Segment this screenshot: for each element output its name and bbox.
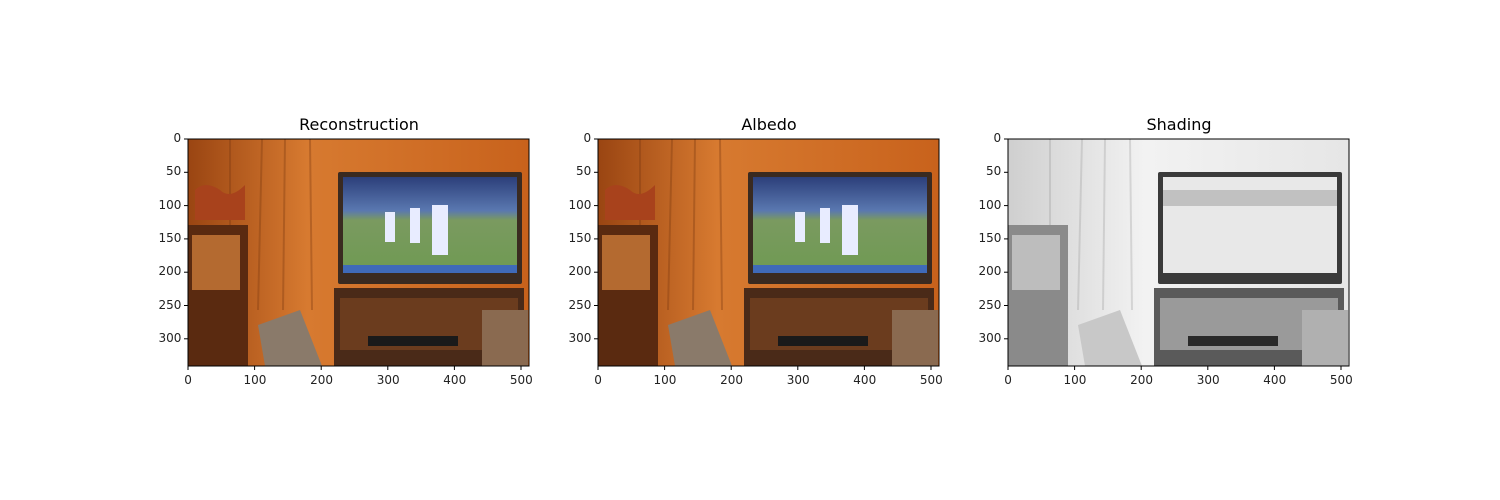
y-tick-label: 100 bbox=[568, 197, 592, 212]
y-tick-label: 200 bbox=[568, 264, 592, 279]
x-tick-label: 100 bbox=[243, 373, 267, 387]
y-tick-label: 300 bbox=[158, 330, 182, 345]
x-tick-label: 200 bbox=[1130, 373, 1153, 387]
albedo-image bbox=[598, 138, 939, 366]
y-tick-label: 0 bbox=[993, 131, 1002, 145]
y-tick-label: 200 bbox=[158, 264, 182, 279]
x-tick-label: 0 bbox=[184, 373, 192, 387]
x-tick-label: 200 bbox=[310, 373, 333, 387]
y-tick-label: 200 bbox=[978, 264, 1002, 279]
y-tick-label: 300 bbox=[978, 330, 1002, 345]
panel-title-albedo: Albedo bbox=[741, 115, 797, 134]
y-tick-label: 300 bbox=[568, 330, 592, 345]
y-tick-label: 150 bbox=[978, 230, 1002, 245]
y-tick-label: 50 bbox=[986, 164, 1002, 179]
x-tick-label: 500 bbox=[509, 373, 533, 387]
y-tick-label: 0 bbox=[583, 131, 592, 145]
x-tick-label: 0 bbox=[1004, 373, 1012, 387]
x-tick-label: 100 bbox=[1063, 373, 1087, 387]
x-tick-label: 300 bbox=[376, 373, 400, 387]
x-tick-label: 200 bbox=[720, 373, 743, 387]
y-tick-label: 250 bbox=[978, 297, 1002, 312]
axes-frames bbox=[187, 138, 1350, 367]
x-tick-label: 500 bbox=[1329, 373, 1353, 387]
panel-title-reconstruction: Reconstruction bbox=[299, 115, 419, 134]
reconstruction-image bbox=[188, 138, 529, 366]
shading-image bbox=[1008, 138, 1349, 366]
panel-title-shading: Shading bbox=[1146, 115, 1212, 134]
y-tick-label: 150 bbox=[568, 230, 592, 245]
x-tick-label: 300 bbox=[786, 373, 810, 387]
y-tick-label: 100 bbox=[158, 197, 182, 212]
x-tick-label: 300 bbox=[1196, 373, 1220, 387]
x-tick-label: 500 bbox=[919, 373, 943, 387]
y-tick-label: 0 bbox=[173, 131, 182, 145]
x-tick-label: 400 bbox=[853, 373, 877, 387]
x-tick-label: 400 bbox=[443, 373, 467, 387]
y-tick-label: 100 bbox=[978, 197, 1002, 212]
y-tick-label: 50 bbox=[166, 164, 182, 179]
x-tick-label: 0 bbox=[594, 373, 602, 387]
y-tick-label: 50 bbox=[576, 164, 592, 179]
x-tick-label: 400 bbox=[1263, 373, 1287, 387]
y-tick-label: 150 bbox=[158, 230, 182, 245]
x-tick-label: 100 bbox=[653, 373, 677, 387]
tick-marks bbox=[184, 138, 1342, 370]
y-tick-label: 250 bbox=[568, 297, 592, 312]
y-tick-label: 250 bbox=[158, 297, 182, 312]
